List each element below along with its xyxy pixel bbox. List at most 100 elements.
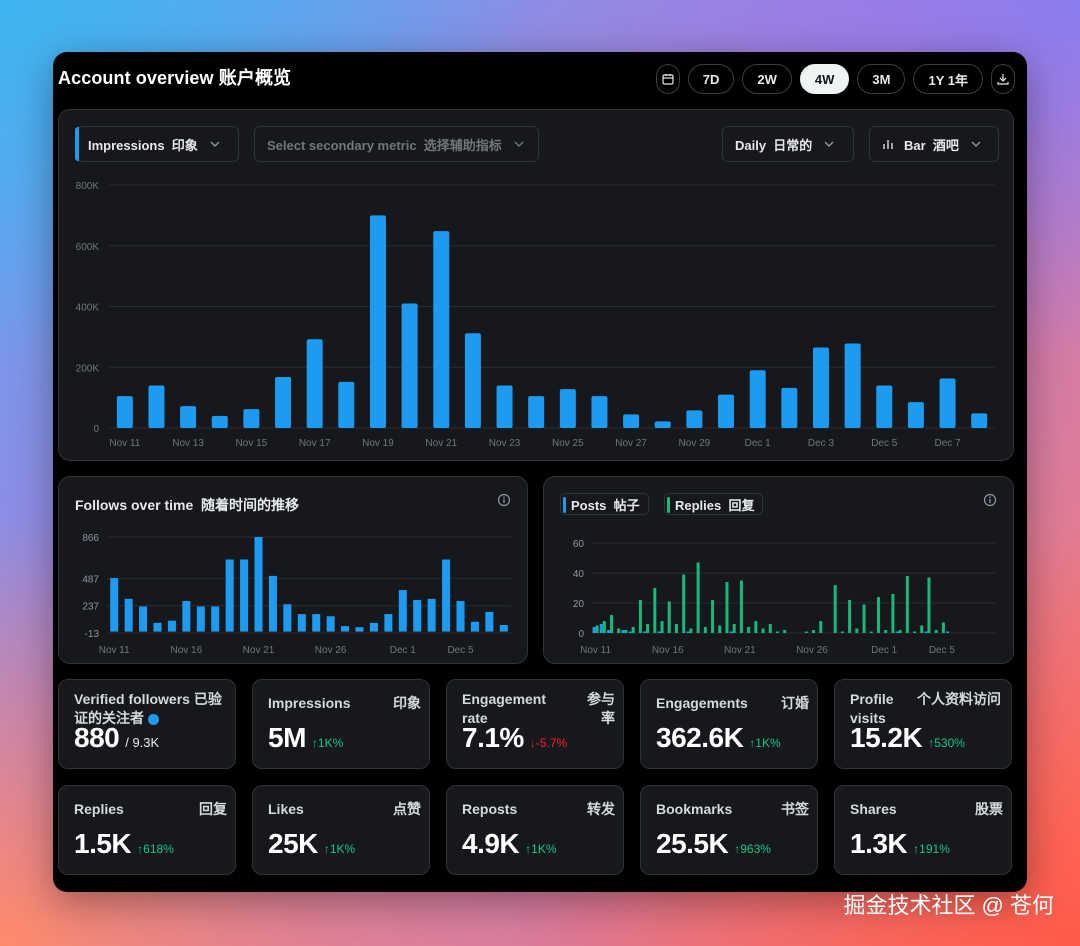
range-7d[interactable]: 7D	[687, 64, 735, 94]
follows-bar	[312, 614, 321, 632]
stat-value: 15.2K	[850, 722, 923, 753]
legend-replies[interactable]: Replies 回复	[664, 493, 764, 515]
impressions-bar	[844, 343, 861, 428]
legend-posts[interactable]: Posts 帖子	[560, 493, 649, 515]
follows-bar	[355, 627, 364, 632]
follows-bar	[167, 620, 176, 632]
posts-bar	[686, 631, 690, 633]
download-button[interactable]	[991, 64, 1015, 94]
replies-bar	[638, 600, 642, 633]
follows-bar	[211, 606, 220, 632]
stat-delta: ↑1K%	[525, 842, 557, 856]
impressions-bar	[116, 396, 133, 428]
stat-likes[interactable]: Likes 点赞 25K ↑1K%	[252, 785, 430, 875]
interval-label: Daily 日常的	[735, 137, 813, 153]
calendar-button[interactable]	[655, 64, 680, 94]
stat-replies[interactable]: Replies 回复 1.5K ↑618%	[58, 785, 236, 875]
chart-type-select[interactable]: Bar 酒吧	[869, 126, 999, 162]
replies-bar	[840, 631, 844, 633]
posts-bar	[621, 630, 625, 633]
stat-impressions[interactable]: Impressions 印象 5M ↑1K%	[252, 679, 430, 769]
follows-panel: Follows over time 随着时间的推移 -13 237 487 866 No…	[58, 476, 528, 664]
stat-delta: ↑963%	[734, 842, 771, 856]
impressions-bar	[433, 231, 450, 428]
x-tick-label: Nov 26	[315, 645, 347, 656]
range-1y[interactable]: 1Y 1年	[913, 64, 983, 94]
range-4w[interactable]: 4W	[799, 64, 850, 94]
follows-bar	[297, 614, 306, 632]
impressions-bar	[654, 421, 671, 428]
y-tick-label: 40	[573, 569, 585, 580]
x-tick-label: Nov 16	[652, 645, 684, 656]
x-tick-label: Nov 21	[724, 645, 756, 656]
interval-select[interactable]: Daily 日常的	[722, 126, 854, 162]
replies-bar	[768, 624, 772, 633]
stat-value: 25K	[268, 828, 318, 859]
x-tick-label: Nov 13	[172, 438, 204, 449]
stat-verified-followers[interactable]: Verified followers 已验证的关注者 880 / 9.3K	[58, 679, 236, 769]
secondary-metric-select[interactable]: Select secondary metric 选择辅助指标	[254, 126, 539, 162]
primary-metric-label: Impressions 印象	[88, 137, 198, 153]
range-2w[interactable]: 2W	[742, 64, 792, 94]
primary-metric-select[interactable]: Impressions 印象	[75, 126, 239, 162]
watermark: 掘金技术社区 @ 苍何	[843, 893, 1054, 918]
follows-title: Follows over time 随着时间的推移	[75, 497, 300, 513]
stat-delta: ↓-5.7%	[529, 736, 568, 750]
x-tick-label: Nov 25	[552, 438, 584, 449]
replies-bar	[711, 600, 715, 633]
impressions-bar	[939, 378, 956, 428]
stat-engagement-rate[interactable]: Engagement rate 参与率 7.1% ↓-5.7%	[446, 679, 624, 769]
stat-label-cn: 印象	[393, 695, 421, 711]
x-tick-label: Nov 11	[109, 438, 140, 449]
stat-sub: / 9.3K	[125, 735, 160, 750]
x-tick-label: Nov 26	[796, 645, 828, 656]
impressions-bar	[876, 385, 893, 428]
y-tick-label: 60	[573, 539, 585, 550]
replies-bar	[747, 627, 751, 633]
replies-bar	[891, 594, 895, 633]
replies-bar	[725, 582, 729, 633]
posts-bar	[643, 631, 647, 633]
stat-bookmarks[interactable]: Bookmarks 书签 25.5K ↑963%	[640, 785, 818, 875]
x-tick-label: Nov 15	[236, 438, 268, 449]
replies-bar	[646, 624, 650, 633]
replies-bar	[624, 630, 628, 633]
replies-bar	[927, 577, 931, 633]
replies-bar	[905, 576, 909, 633]
stat-profile-visits[interactable]: Profile visits 个人资料访问 15.2K ↑530%	[834, 679, 1012, 769]
follows-bar	[182, 601, 191, 632]
impressions-bar	[686, 410, 703, 428]
impressions-bar	[907, 402, 924, 428]
account-overview-window: Account overview 账户概览 7D 2W 4W 3M 1Y 1年 …	[53, 52, 1027, 892]
stat-label: Reposts	[462, 801, 518, 817]
impressions-bar	[180, 406, 197, 428]
info-icon[interactable]	[983, 493, 997, 507]
stat-shares[interactable]: Shares 股票 1.3K ↑191%	[834, 785, 1012, 875]
stat-label-cn: 转发	[587, 801, 615, 817]
impressions-bar	[528, 396, 545, 428]
follows-bar	[427, 598, 436, 632]
replies-bar	[754, 621, 758, 633]
replies-bar	[739, 580, 743, 633]
stat-label-cn: 回复	[199, 801, 227, 817]
stat-label-cn: 个人资料访问	[917, 691, 1001, 707]
stat-reposts[interactable]: Reposts 转发 4.9K ↑1K%	[446, 785, 624, 875]
stat-delta: ↑618%	[137, 842, 174, 856]
x-tick-label: Dec 5	[929, 645, 956, 656]
y-tick-label: 800K	[76, 181, 100, 192]
x-tick-label: Nov 21	[243, 645, 275, 656]
impressions-bar	[559, 389, 576, 428]
x-tick-label: Nov 27	[615, 438, 647, 449]
stat-engagements[interactable]: Engagements 订婚 362.6K ↑1K%	[640, 679, 818, 769]
x-tick-label: Nov 23	[489, 438, 521, 449]
follows-bar	[240, 559, 249, 632]
x-tick-label: Dec 5	[447, 645, 474, 656]
bar-chart-icon	[883, 140, 893, 149]
y-tick-label: 487	[82, 574, 99, 585]
info-icon[interactable]	[497, 493, 511, 507]
impressions-bar	[401, 303, 418, 428]
posts-bar	[607, 630, 611, 633]
stat-delta: ↑530%	[928, 736, 965, 750]
stat-label: Engagement rate	[462, 691, 547, 726]
range-3m[interactable]: 3M	[857, 64, 906, 94]
